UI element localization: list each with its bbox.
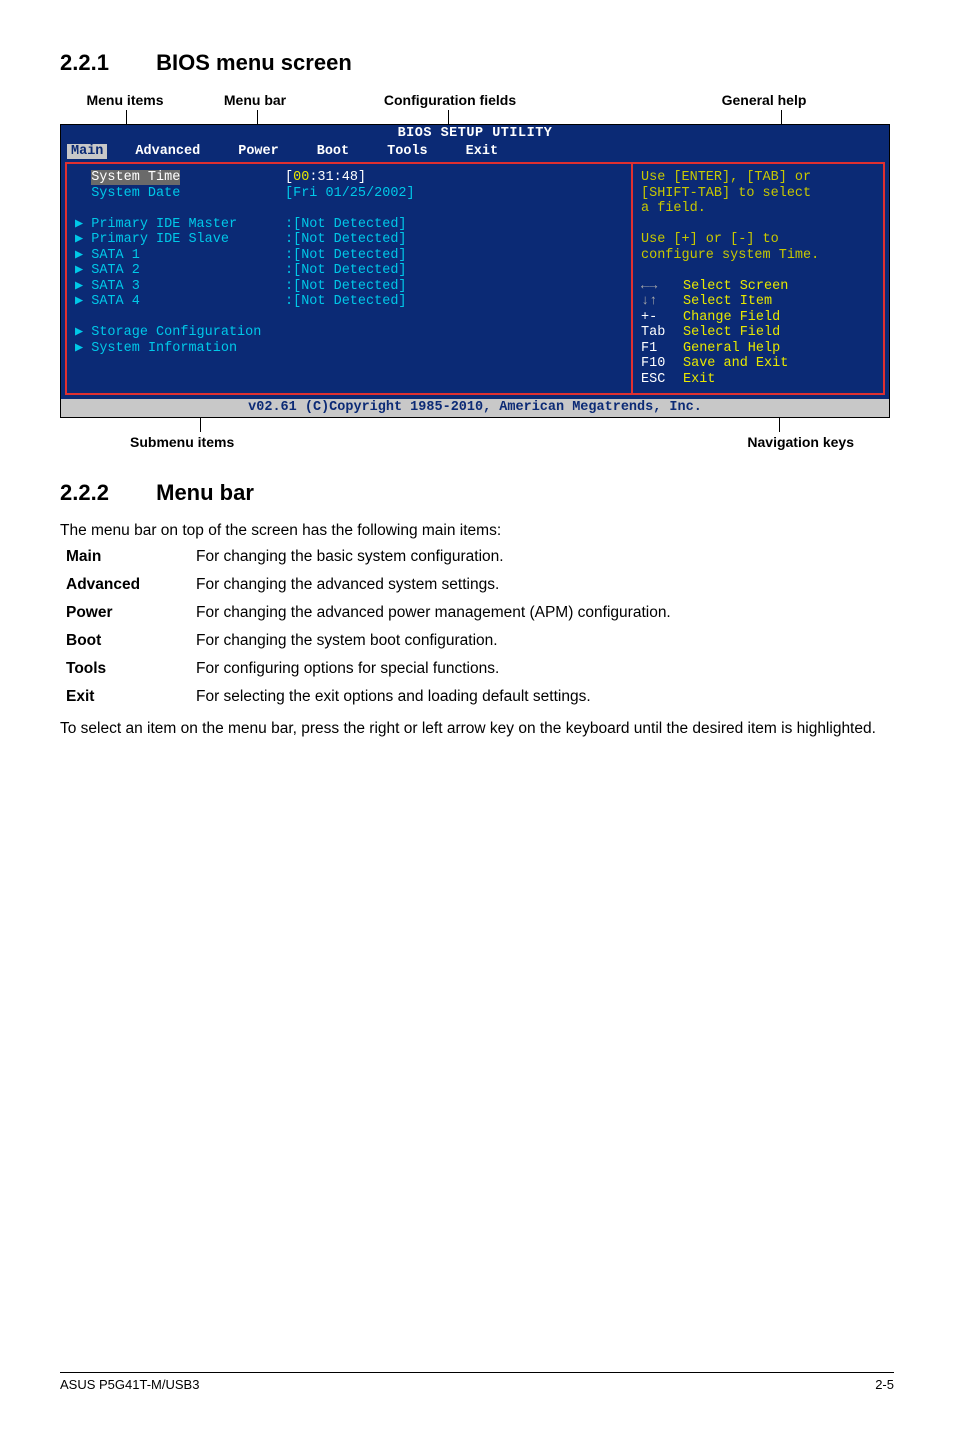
bios-body: System Time[00:31:48] System Date[Fri 01… [61, 162, 889, 399]
bios-header: BIOS SETUP UTILITY [61, 125, 889, 143]
label-submenu-items: Submenu items [130, 434, 330, 450]
menu-bar-definitions: MainFor changing the basic system config… [66, 548, 894, 706]
section-222-text: Menu bar [156, 480, 254, 505]
bios-row[interactable]: ▶ SATA 3:[Not Detected] [75, 279, 623, 295]
section-222-intro: The menu bar on top of the screen has th… [60, 522, 894, 540]
bios-help-key-row: TabSelect Field [641, 325, 875, 341]
tick [448, 110, 449, 124]
top-labels-row: Menu items Menu bar Configuration fields… [60, 92, 894, 108]
label-navigation-keys: Navigation keys [747, 434, 854, 450]
bios-row[interactable]: ▶ System Information [75, 341, 623, 357]
section-221-num: 2.2.1 [60, 50, 150, 76]
def-term: Tools [66, 660, 196, 678]
bottom-labels-row: Submenu items Navigation keys [60, 434, 894, 450]
bios-help-pane: Use [ENTER], [TAB] or[SHIFT-TAB] to sele… [631, 162, 885, 395]
bios-help-key-row: ↓↑Select Item [641, 294, 875, 310]
bios-row[interactable]: ▶ Primary IDE Master:[Not Detected] [75, 217, 623, 233]
def-desc: For configuring options for special func… [196, 660, 894, 678]
footer-right: 2-5 [875, 1377, 894, 1392]
bios-help-line: configure system Time. [641, 248, 875, 264]
bios-help-top: Use [ENTER], [TAB] or[SHIFT-TAB] to sele… [641, 170, 875, 263]
section-222-title: 2.2.2 Menu bar [60, 480, 894, 506]
bios-row[interactable]: ▶ SATA 2:[Not Detected] [75, 263, 623, 279]
label-general-help: General help [634, 92, 894, 108]
bios-help-key-row: F10Save and Exit [641, 356, 875, 372]
bottom-tick-row [60, 418, 894, 432]
bios-tab-power[interactable]: Power [228, 144, 289, 160]
def-row: BootFor changing the system boot configu… [66, 632, 894, 650]
bios-help-keys: ←→Select Screen↓↑Select Item+-Change Fie… [641, 263, 875, 387]
def-term: Power [66, 604, 196, 622]
section-221-text: BIOS menu screen [156, 50, 352, 75]
section-222-num: 2.2.2 [60, 480, 150, 506]
bios-help-key-row: ESCExit [641, 372, 875, 388]
footer-left: ASUS P5G41T-M/USB3 [60, 1377, 199, 1392]
tick [200, 418, 201, 432]
bios-help-line: a field. [641, 201, 875, 217]
tick [781, 110, 782, 124]
def-desc: For changing the advanced power manageme… [196, 604, 894, 622]
bios-footer: v02.61 (C)Copyright 1985-2010, American … [61, 399, 889, 417]
section-222-outro: To select an item on the menu bar, press… [60, 720, 894, 738]
def-desc: For changing the advanced system setting… [196, 576, 894, 594]
label-config-fields: Configuration fields [320, 92, 580, 108]
label-menu-bar: Menu bar [190, 92, 320, 108]
def-desc: For changing the system boot configurati… [196, 632, 894, 650]
def-row: PowerFor changing the advanced power man… [66, 604, 894, 622]
def-term: Advanced [66, 576, 196, 594]
bios-menu-bar: Main Advanced Power Boot Tools Exit [61, 143, 889, 163]
bios-tab-exit[interactable]: Exit [456, 144, 508, 160]
bios-row[interactable]: ▶ SATA 4:[Not Detected] [75, 294, 623, 310]
bios-row[interactable]: ▶ Primary IDE Slave:[Not Detected] [75, 232, 623, 248]
bios-row[interactable]: ▶ SATA 1:[Not Detected] [75, 248, 623, 264]
def-row: MainFor changing the basic system config… [66, 548, 894, 566]
bios-help-key-row: ←→Select Screen [641, 279, 875, 295]
bios-help-line: Use [ENTER], [TAB] or [641, 170, 875, 186]
tick [126, 110, 127, 124]
page-footer: ASUS P5G41T-M/USB3 2-5 [60, 1372, 894, 1392]
bios-help-line: Use [+] or [-] to [641, 232, 875, 248]
bios-row[interactable]: System Time[00:31:48] [75, 170, 623, 186]
def-row: ExitFor selecting the exit options and l… [66, 688, 894, 706]
def-desc: For selecting the exit options and loadi… [196, 688, 894, 706]
section-221-title: 2.2.1 BIOS menu screen [60, 50, 894, 76]
bios-tab-main[interactable]: Main [67, 144, 107, 160]
def-term: Exit [66, 688, 196, 706]
bios-row[interactable]: System Date[Fri 01/25/2002] [75, 186, 623, 202]
def-term: Boot [66, 632, 196, 650]
bios-help-line: [SHIFT-TAB] to select [641, 186, 875, 202]
bios-left-pane: System Time[00:31:48] System Date[Fri 01… [65, 162, 631, 395]
bios-help-line [641, 217, 875, 233]
tick [779, 418, 780, 432]
bios-tab-advanced[interactable]: Advanced [125, 144, 210, 160]
top-tick-row [60, 110, 894, 124]
def-row: ToolsFor configuring options for special… [66, 660, 894, 678]
bios-tab-boot[interactable]: Boot [307, 144, 359, 160]
bios-help-key-row: F1General Help [641, 341, 875, 357]
def-row: AdvancedFor changing the advanced system… [66, 576, 894, 594]
label-menu-items: Menu items [60, 92, 190, 108]
bios-help-key-row: +-Change Field [641, 310, 875, 326]
def-term: Main [66, 548, 196, 566]
bios-tab-tools[interactable]: Tools [377, 144, 438, 160]
bios-screenshot: BIOS SETUP UTILITY Main Advanced Power Boot… [60, 124, 890, 418]
tick [257, 110, 258, 124]
def-desc: For changing the basic system configurat… [196, 548, 894, 566]
bios-row[interactable]: ▶ Storage Configuration [75, 325, 623, 341]
